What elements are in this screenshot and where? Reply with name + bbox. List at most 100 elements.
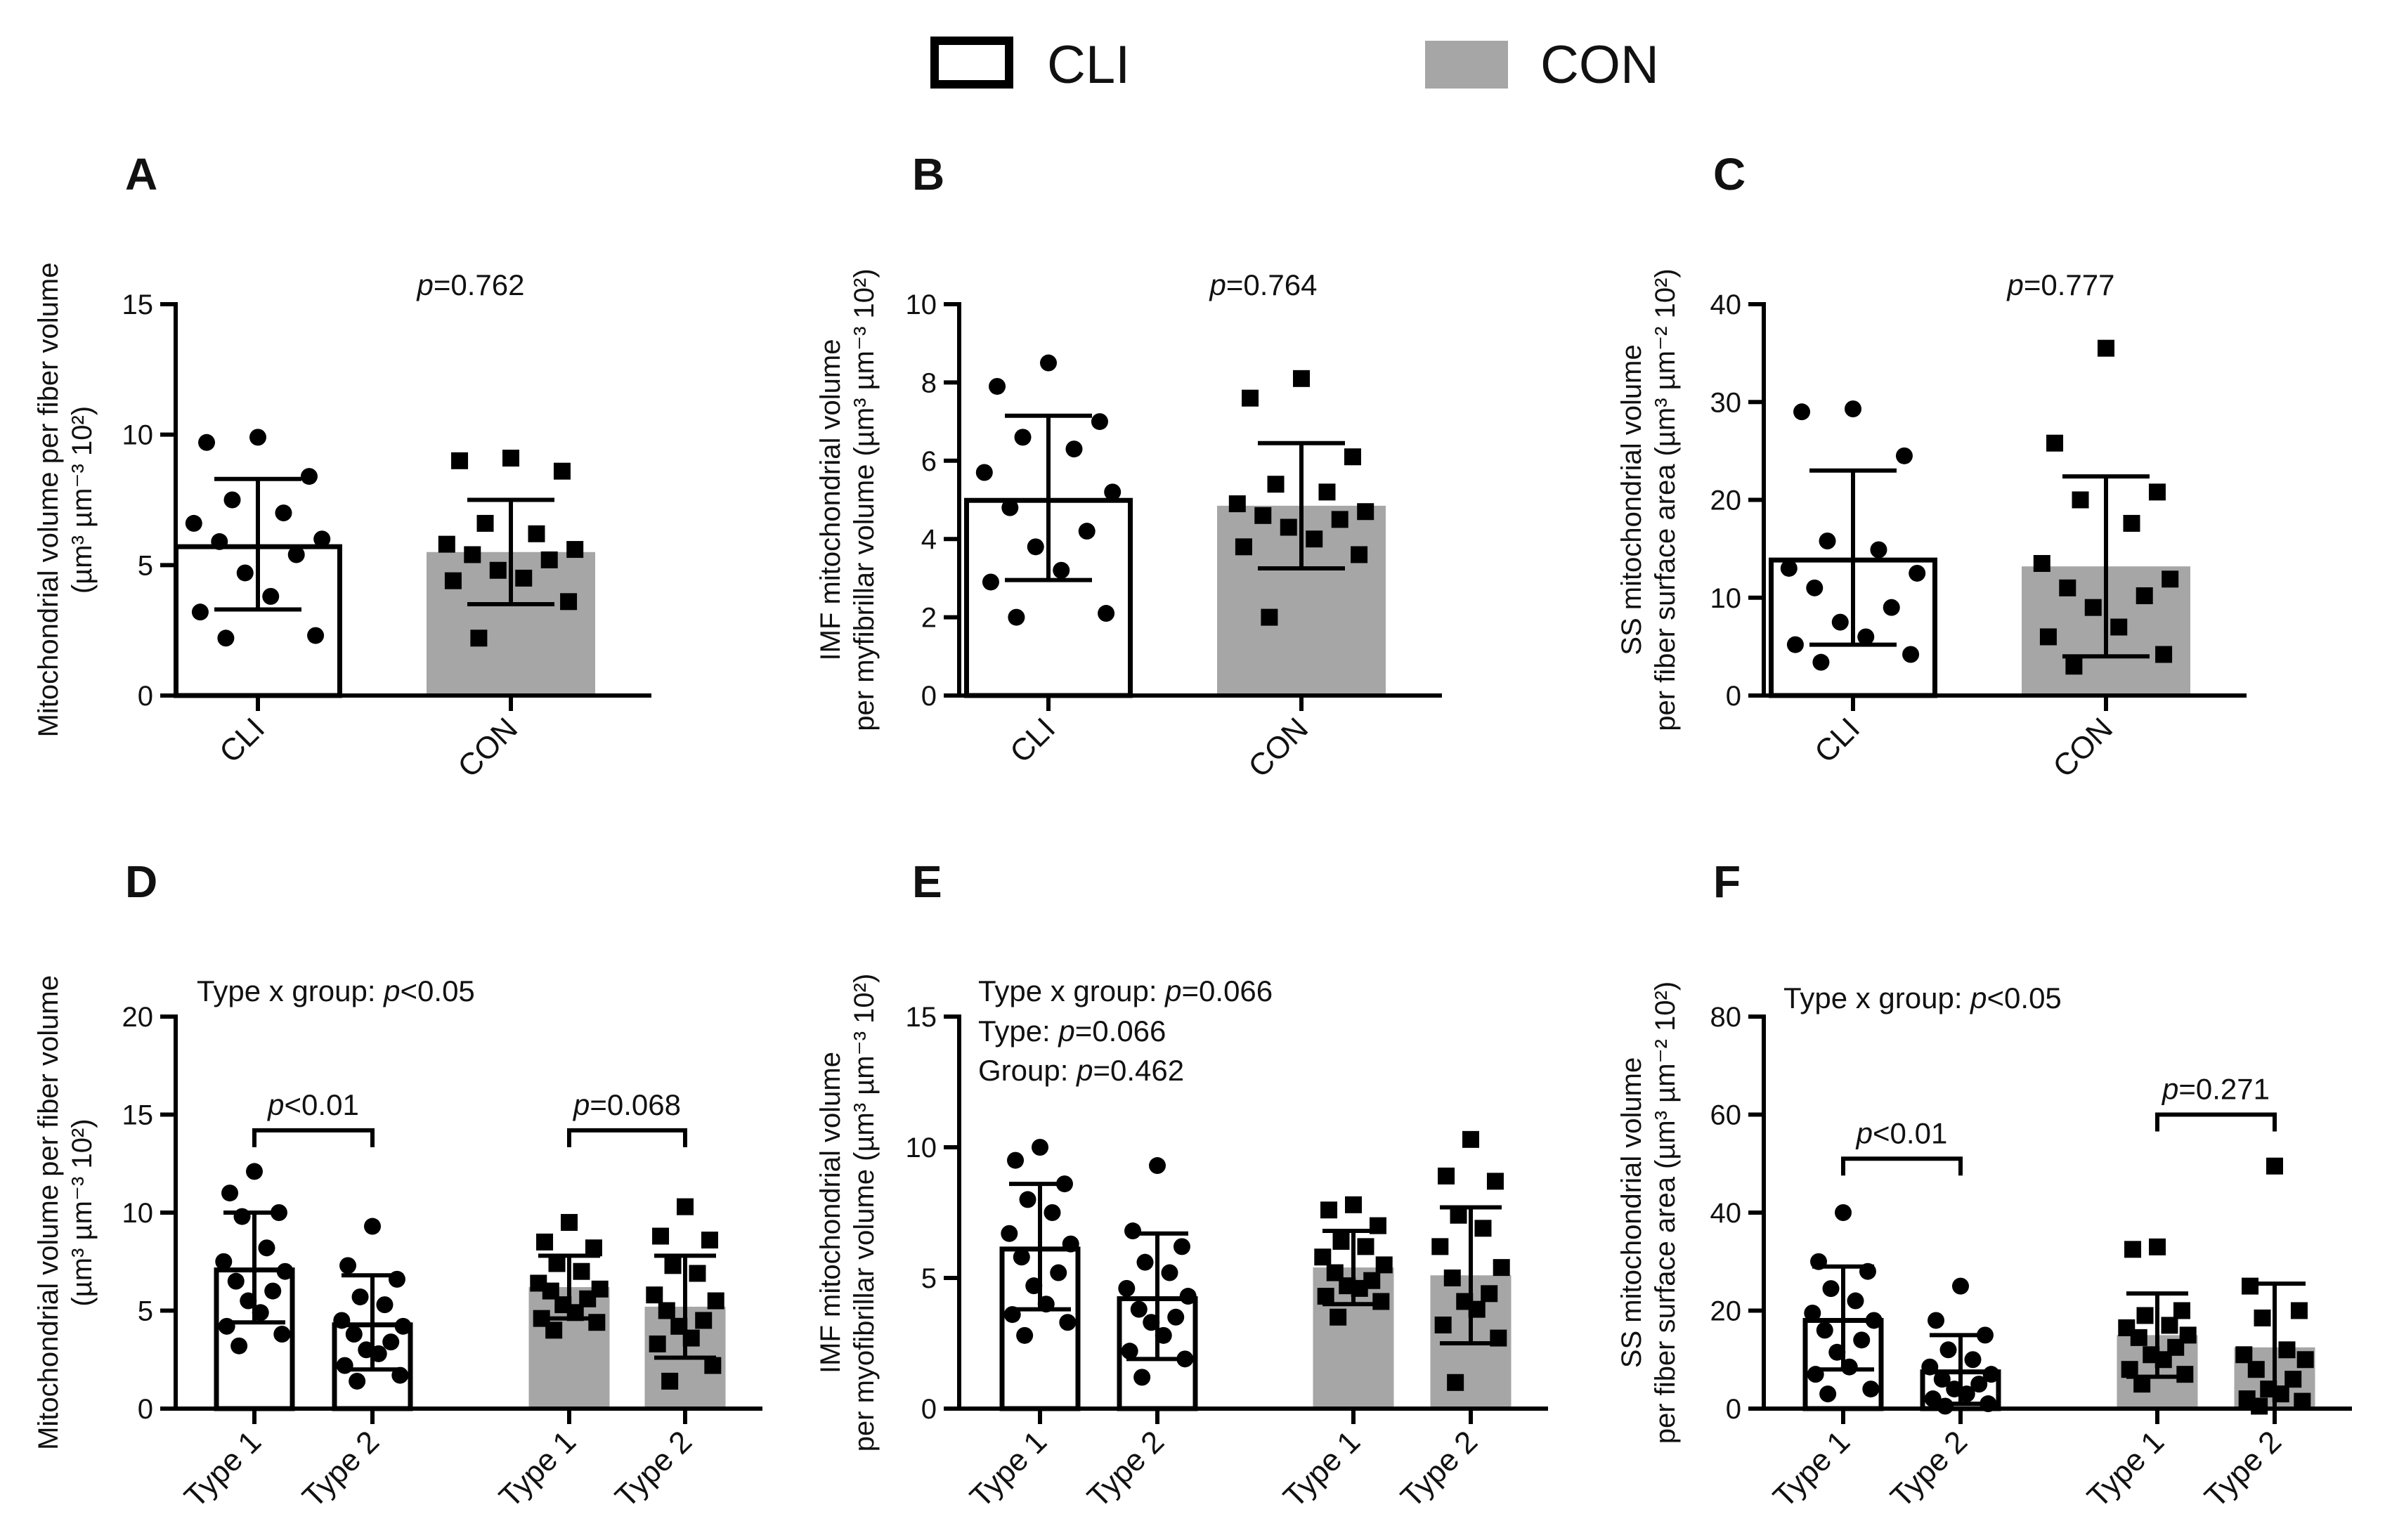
- data-point: [221, 1185, 239, 1202]
- annotation: Type x group: p<0.05: [1783, 981, 2062, 1014]
- data-point: [658, 1302, 675, 1319]
- data-point: [664, 1257, 682, 1274]
- y-axis-label: per fiber surface area (µm³ µm⁻² 10²): [1650, 981, 1681, 1444]
- data-point: [264, 1282, 282, 1300]
- panel-label: D: [125, 856, 157, 907]
- data-point: [1952, 1277, 1969, 1295]
- bracket-label: p<0.01: [1855, 1116, 1948, 1149]
- data-point: [2176, 1366, 2194, 1383]
- x-tick-label: CON: [451, 711, 524, 784]
- data-point: [1812, 653, 1830, 671]
- data-point: [502, 450, 519, 467]
- y-tick-label: 2: [921, 603, 937, 634]
- data-point: [561, 1213, 578, 1231]
- data-point: [1228, 495, 1246, 513]
- data-point: [2046, 434, 2064, 452]
- data-point: [1320, 1201, 1338, 1219]
- y-tick-label: 40: [1710, 1198, 1742, 1229]
- data-point: [349, 1372, 366, 1390]
- data-point: [548, 1255, 566, 1272]
- data-point: [1431, 1238, 1449, 1255]
- y-tick-label: 5: [138, 1296, 153, 1327]
- data-point: [1939, 1341, 1957, 1359]
- y-tick-label: 0: [138, 681, 153, 712]
- data-point: [211, 533, 228, 550]
- data-point: [1065, 441, 1083, 458]
- data-point: [287, 546, 305, 563]
- data-point: [1019, 1191, 1036, 1208]
- data-point: [1883, 599, 1900, 616]
- data-point: [2155, 646, 2173, 663]
- legend-label-cli: CLI: [1047, 35, 1130, 95]
- x-tick-label: CON: [2046, 711, 2119, 784]
- data-point: [1486, 1173, 1504, 1190]
- annotation: Group: p=0.462: [978, 1054, 1184, 1087]
- data-point: [2173, 1302, 2190, 1319]
- y-tick-label: 15: [122, 1100, 154, 1131]
- data-point: [351, 1288, 369, 1305]
- data-point: [1161, 1264, 1178, 1281]
- panel-b: B 0 2 4 6 8 10 CLI CON IMF mitochondrial volume pe…: [815, 149, 1442, 784]
- panel-d: D 0 5 10 15 20 Type 1 Type 2 Type 1 Type 2 Mitocho…: [33, 856, 762, 1514]
- data-point: [661, 1372, 679, 1390]
- data-point: [1318, 483, 1336, 501]
- data-point: [1059, 1314, 1077, 1331]
- data-point: [313, 530, 331, 548]
- data-point: [275, 504, 292, 522]
- y-tick-label: 5: [138, 550, 153, 581]
- data-point: [217, 629, 235, 647]
- data-point: [1853, 1331, 1871, 1349]
- data-point: [1481, 1285, 1498, 1303]
- data-point: [515, 569, 533, 587]
- x-tick-label: Type 2: [1394, 1424, 1484, 1514]
- data-point: [1001, 499, 1019, 516]
- data-point: [982, 573, 999, 591]
- data-point: [2124, 1241, 2142, 1258]
- panel-label: E: [912, 856, 942, 907]
- data-point: [1306, 530, 1323, 548]
- data-point: [1865, 1312, 1883, 1329]
- data-point: [2247, 1361, 2265, 1378]
- y-tick-label: 20: [1710, 485, 1742, 516]
- data-point: [2065, 658, 2083, 675]
- significance-bracket: [567, 1128, 687, 1147]
- data-point: [1375, 1256, 1393, 1274]
- data-point: [333, 1312, 351, 1329]
- y-axis-label: (µm³ µm⁻³ 10²): [67, 406, 98, 594]
- panel-label: F: [1713, 856, 1741, 907]
- data-point: [246, 1163, 263, 1180]
- x-tick-label: CON: [1242, 711, 1315, 784]
- data-point: [273, 1325, 291, 1343]
- data-point: [1118, 1279, 1136, 1297]
- y-tick-label: 15: [906, 1002, 937, 1033]
- legend-swatch-con: [1425, 41, 1508, 89]
- significance-bracket: [1841, 1156, 1963, 1176]
- data-point: [701, 1232, 718, 1249]
- data-point: [1130, 1300, 1148, 1318]
- annotation: p=0.777: [2006, 268, 2115, 301]
- data-point: [1104, 483, 1122, 501]
- data-point: [476, 514, 494, 532]
- y-tick-label: 0: [138, 1394, 153, 1425]
- data-point: [1450, 1206, 1467, 1224]
- x-tick-label: Type 1: [493, 1424, 583, 1514]
- y-tick-label: 80: [1710, 1002, 1742, 1033]
- data-point: [1447, 1373, 1464, 1391]
- y-tick-label: 10: [122, 1198, 154, 1229]
- data-point: [1133, 1369, 1151, 1386]
- y-axis-label: Mitochondrial volume per fiber volume: [33, 975, 64, 1450]
- data-point: [1857, 628, 1875, 646]
- data-point: [1357, 1238, 1374, 1255]
- data-point: [227, 1272, 245, 1290]
- x-tick-label: CLI: [1003, 711, 1062, 769]
- data-point: [989, 377, 1006, 395]
- data-point: [345, 1325, 363, 1343]
- data-point: [249, 429, 266, 446]
- data-point: [1053, 561, 1070, 579]
- data-point: [528, 525, 545, 542]
- y-tick-label: 60: [1710, 1100, 1742, 1131]
- data-point: [1928, 1312, 1945, 1329]
- x-tick-label: Type 2: [2198, 1424, 2288, 1514]
- data-point: [339, 1257, 357, 1274]
- data-point: [585, 1239, 602, 1257]
